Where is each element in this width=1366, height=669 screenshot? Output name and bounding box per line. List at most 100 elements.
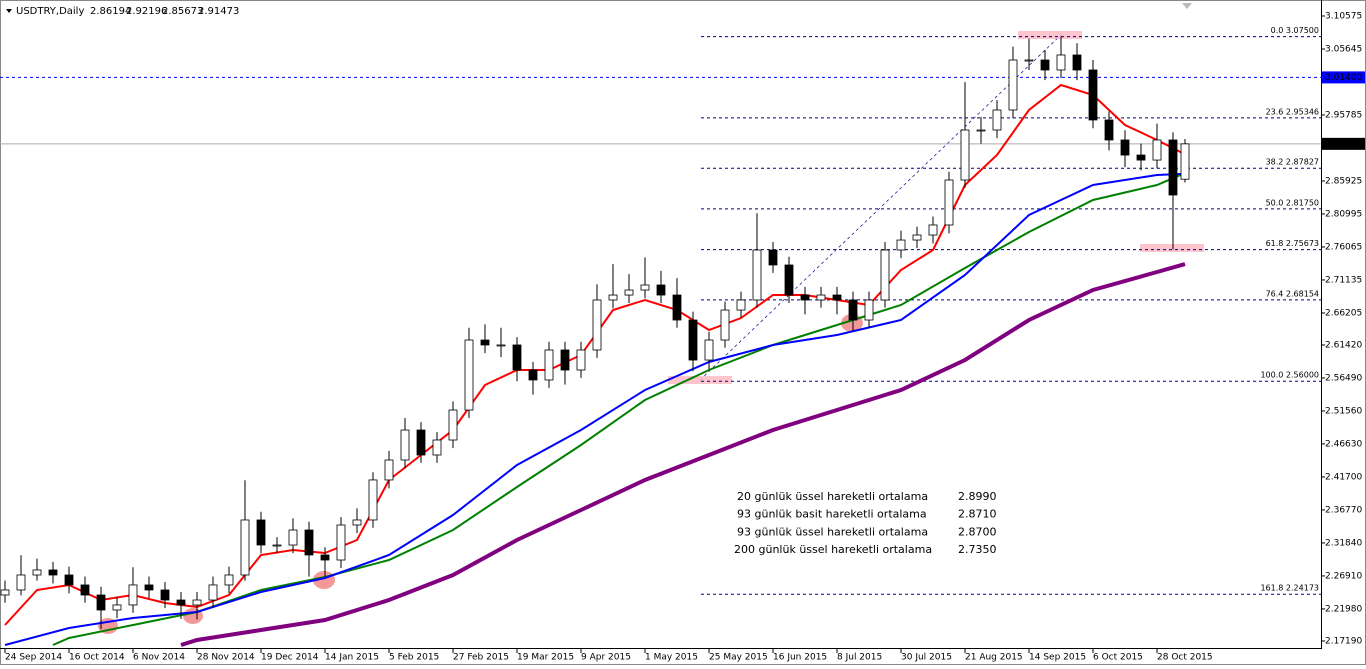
candle-body (304, 529, 314, 556)
y-tick-label: 3.05645 (1325, 45, 1362, 55)
candle-body (464, 339, 474, 411)
y-tick-label: 2.80995 (1325, 209, 1362, 219)
candle-body (528, 369, 538, 381)
fib-label: 61.8 2.75673 (1266, 239, 1319, 248)
x-tick-label: 28 Oct 2015 (1157, 653, 1213, 663)
highlight (1018, 31, 1082, 39)
candle-body (16, 574, 26, 591)
plot-area: 0.0 3.07500 23.6 2.95346 38.2 2.87827 50.0 … (0, 26, 1321, 647)
candle-body (272, 544, 282, 547)
y-tick-label: 2.76065 (1325, 242, 1362, 252)
candle-body (1040, 59, 1050, 71)
y-tick-label: 2.61420 (1325, 340, 1362, 350)
x-tick-label: 14 Jan 2015 (325, 653, 379, 663)
candle-body (1056, 54, 1066, 71)
x-tick-label: 9 Apr 2015 (581, 653, 631, 663)
y-tick-label: 2.17190 (1325, 636, 1362, 646)
x-tick-label: 6 Oct 2015 (1093, 653, 1143, 663)
candle-body (0, 589, 10, 596)
y-tick-label: 2.85925 (1325, 176, 1362, 186)
moving-average-line (180, 262, 1186, 647)
candle-body (240, 519, 250, 576)
legend-value: 2.8710 (958, 508, 997, 521)
y-tick-label: 2.71135 (1325, 275, 1362, 285)
y-tick-label: 2.46630 (1325, 439, 1362, 449)
candle-body (512, 344, 522, 371)
candle-body (640, 284, 650, 291)
candle-body (160, 589, 170, 601)
candle-body (720, 309, 730, 341)
x-tick-label: 28 Nov 2014 (197, 653, 255, 663)
candle-body (208, 584, 218, 601)
y-tick-label: 2.51560 (1325, 406, 1362, 416)
x-tick-label: 14 Sep 2015 (1029, 653, 1086, 663)
candle-body (960, 129, 970, 181)
x-tick-label: 5 Feb 2015 (389, 653, 439, 663)
candle-body (688, 319, 698, 361)
legend-name: 20 günlük üssel hareketli ortalama (737, 490, 928, 503)
candle-body (576, 349, 586, 371)
candle-body (992, 109, 1002, 131)
candle-body (400, 429, 410, 461)
candle-body (368, 479, 378, 521)
fib-label: 0.0 3.07500 (1271, 26, 1319, 35)
x-tick-label: 24 Sep 2014 (5, 653, 62, 663)
candle-body (64, 574, 74, 586)
fib-label: 76.4 2.68154 (1266, 289, 1319, 298)
candle-body (320, 554, 330, 561)
legend-value: 2.8990 (958, 490, 997, 503)
candle-body (608, 294, 618, 301)
candle-body (80, 584, 90, 596)
candle-body (624, 289, 634, 296)
candle-body (560, 349, 570, 371)
candle-body (336, 524, 346, 561)
x-tick-label: 16 Oct 2014 (69, 653, 125, 663)
x-tick-label: 6 Nov 2014 (133, 653, 185, 663)
candle-body (736, 299, 746, 311)
candle-body (1152, 139, 1162, 161)
highlight (668, 376, 732, 384)
candle-body (192, 599, 202, 606)
candle-body (1120, 139, 1130, 156)
candle-body (384, 459, 394, 481)
candle-body (752, 249, 762, 301)
highlight (1140, 244, 1204, 252)
legend-name: 93 günlük üssel hareketli ortalama (737, 525, 928, 538)
candle-body (1136, 154, 1146, 161)
y-tick-label: 2.36770 (1325, 505, 1362, 515)
candle-body (496, 344, 506, 347)
candle-body (672, 294, 682, 321)
candle-body (144, 584, 154, 591)
y-tick-label: 2.66205 (1325, 308, 1362, 318)
candle-body (864, 299, 874, 321)
legend-value: 2.7350 (958, 543, 997, 556)
candle-body (704, 339, 714, 361)
header-close: 2.91473 (198, 6, 239, 17)
candle-body (416, 429, 426, 456)
symbol: USDTRY,Daily (16, 6, 84, 17)
candle-body (32, 569, 42, 576)
candle-body (1168, 139, 1178, 196)
y-tick-label: 3.10575 (1325, 12, 1362, 22)
y-tick-label: 2.31840 (1325, 538, 1362, 548)
moving-average-line (4, 172, 1186, 646)
candle-body (768, 249, 778, 266)
candle-body (656, 284, 666, 296)
legend-name: 200 günlük üssel hareketli ortalama (734, 543, 932, 556)
y-tick-label: 2.26910 (1325, 571, 1362, 581)
candle-body (544, 349, 554, 381)
y-tick-label: 2.41700 (1325, 472, 1362, 482)
current-price-tag (1322, 137, 1365, 150)
candle-body (944, 179, 954, 226)
candle-body (1024, 59, 1034, 62)
candle-body (1008, 59, 1018, 111)
fib-label: 100.0 2.56000 (1260, 371, 1319, 380)
candle-body (1088, 69, 1098, 121)
fib-label: 23.6 2.95346 (1266, 107, 1319, 116)
candle-body (1104, 119, 1114, 141)
candle-body (448, 409, 458, 441)
labels: 3.10575 3.05645 2.95785 2.85925 2.80995 2.760… (4, 12, 1365, 663)
